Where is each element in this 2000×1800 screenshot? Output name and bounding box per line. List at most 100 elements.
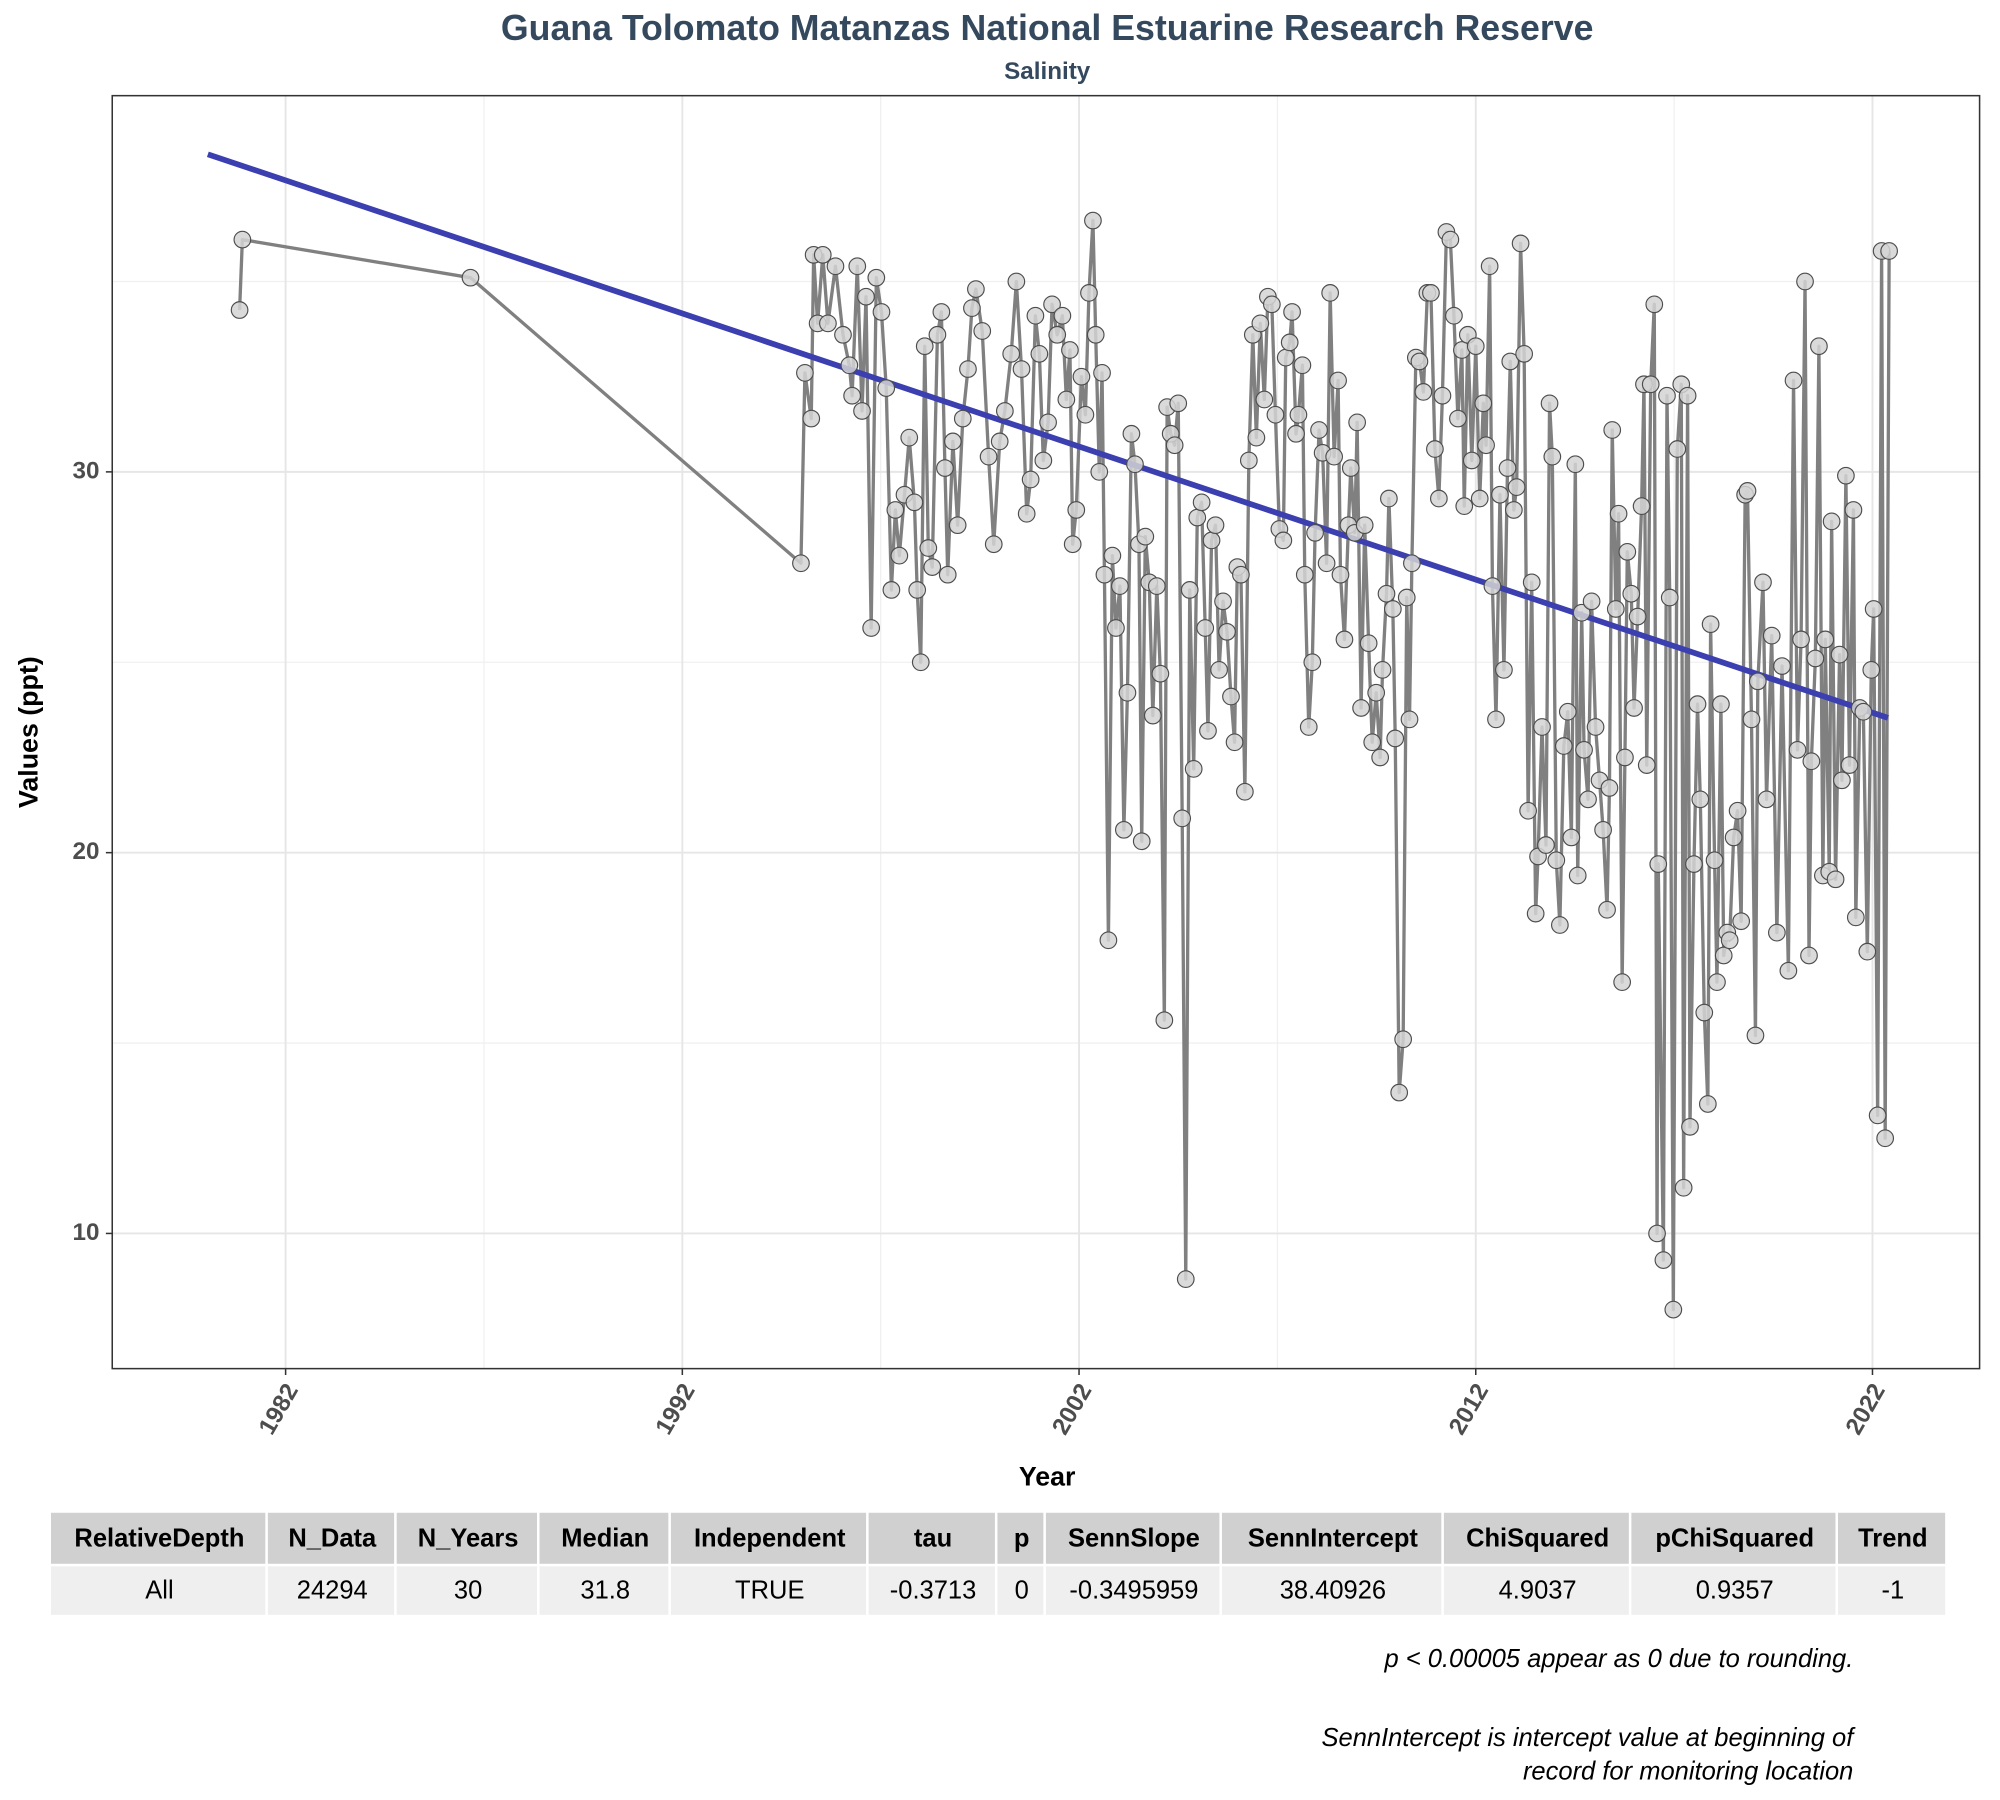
note: p < 0.00005 appear as 0 due to rounding. xyxy=(1384,1645,1854,1674)
table-cell: All xyxy=(145,1577,173,1605)
data-point xyxy=(1210,661,1228,679)
data-point xyxy=(1329,371,1347,390)
data-point xyxy=(1202,531,1221,550)
data-point xyxy=(1487,710,1505,729)
data-point xyxy=(1681,1117,1699,1136)
table-cell: 31.8 xyxy=(580,1577,630,1605)
data-point xyxy=(959,360,977,378)
data-point xyxy=(882,581,901,599)
data-point xyxy=(1810,337,1828,356)
data-point xyxy=(1575,740,1593,759)
note: SennIntercept is intercept value at begi… xyxy=(1321,1724,1854,1786)
data-point xyxy=(1310,421,1328,439)
data-point xyxy=(995,402,1014,420)
data-point xyxy=(1501,352,1520,371)
data-point xyxy=(1616,748,1634,767)
data-point xyxy=(915,337,934,356)
data-point xyxy=(1118,683,1137,702)
x-tick-label: 2012 xyxy=(1444,1379,1494,1439)
data-point xyxy=(1738,482,1757,500)
data-point xyxy=(1674,1178,1693,1197)
data-point xyxy=(1732,912,1751,931)
table-cell-bg xyxy=(997,1566,1044,1615)
data-point xyxy=(1410,352,1429,371)
table-header-cell xyxy=(1838,1512,1946,1564)
table-header: pChiSquared xyxy=(1655,1524,1814,1552)
data-point xyxy=(1880,242,1899,260)
data-point xyxy=(1802,752,1821,771)
table-header: Independent xyxy=(694,1524,846,1552)
data-point xyxy=(1151,664,1170,683)
data-point xyxy=(1331,565,1350,584)
data-point xyxy=(1543,447,1562,466)
data-point xyxy=(919,539,938,557)
data-point xyxy=(1537,836,1555,854)
data-point xyxy=(973,322,992,340)
data-point xyxy=(1383,600,1402,618)
x-tick-label: 1982 xyxy=(254,1379,304,1439)
data-point xyxy=(1522,573,1541,592)
data-point xyxy=(963,299,981,318)
data-point xyxy=(1701,615,1720,634)
data-point xyxy=(1784,371,1803,390)
data-point xyxy=(984,535,1003,554)
data-point xyxy=(1449,409,1467,428)
data-point xyxy=(1628,607,1647,626)
data-point xyxy=(1099,931,1118,950)
data-point xyxy=(1422,284,1440,302)
data-point xyxy=(862,619,881,637)
data-point xyxy=(1714,946,1733,965)
data-point xyxy=(1720,931,1739,950)
data-point xyxy=(1844,501,1863,519)
data-point xyxy=(1678,386,1697,405)
data-point xyxy=(1622,584,1641,603)
table-header-cell xyxy=(51,1512,266,1564)
data-point xyxy=(1455,497,1474,516)
data-point xyxy=(1283,303,1301,321)
data-point xyxy=(1176,1270,1195,1289)
data-point xyxy=(872,303,891,321)
data-point xyxy=(1303,653,1322,672)
chart-subtitle: Salinity xyxy=(1004,58,1091,85)
data-point xyxy=(1779,961,1798,980)
data-point xyxy=(1562,828,1581,847)
data-point xyxy=(1600,779,1619,797)
data-point xyxy=(1214,592,1232,611)
table-cell: -0.3495959 xyxy=(1069,1577,1198,1605)
table-cell-bg xyxy=(1045,1566,1220,1615)
data-point xyxy=(1586,718,1605,736)
data-point xyxy=(1748,672,1767,691)
data-point xyxy=(1603,421,1622,439)
data-point xyxy=(1206,516,1225,535)
data-point xyxy=(1236,782,1254,801)
x-axis-label: Year xyxy=(1019,1461,1076,1491)
data-point xyxy=(1232,565,1250,584)
x-tick-label: 2022 xyxy=(1841,1379,1891,1439)
data-point xyxy=(1012,360,1031,378)
data-point xyxy=(1321,284,1340,302)
data-point xyxy=(1034,451,1053,470)
data-point xyxy=(1090,463,1109,481)
data-point xyxy=(1107,619,1125,637)
data-point xyxy=(1076,405,1095,424)
data-point xyxy=(928,325,947,344)
table-cell-bg xyxy=(1838,1566,1946,1615)
data-point xyxy=(1462,451,1481,470)
data-point xyxy=(1695,1003,1714,1022)
data-point xyxy=(1355,516,1374,535)
data-point xyxy=(1143,706,1162,725)
table-header-cell xyxy=(1631,1512,1836,1564)
data-point xyxy=(1826,870,1845,889)
data-point xyxy=(1768,923,1786,942)
data-point xyxy=(1858,942,1877,961)
data-point xyxy=(1547,851,1566,870)
data-point xyxy=(1757,790,1776,809)
data-point xyxy=(1837,466,1855,485)
table-header: SennSlope xyxy=(1068,1524,1200,1552)
data-point xyxy=(1095,565,1114,584)
data-point xyxy=(819,314,837,333)
data-point xyxy=(877,379,896,397)
data-point xyxy=(1507,478,1526,496)
data-point xyxy=(1132,832,1151,851)
